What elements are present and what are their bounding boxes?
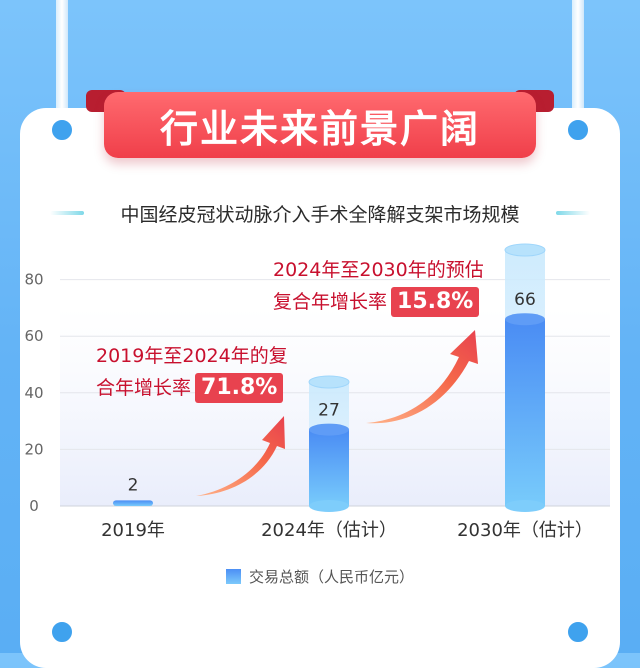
- y-tick-label: 80: [24, 271, 43, 289]
- x-tick-label: 2019年: [101, 520, 165, 541]
- bar-cap: [309, 423, 349, 436]
- ring-top-right-icon: [565, 117, 591, 143]
- cagr-badge-1: 71.8%: [195, 373, 284, 403]
- hanger-right: [572, 0, 584, 120]
- x-tick-label: 2024年（估计）: [261, 520, 397, 541]
- cagr-callout-2-line1: 2024年至2030年的预估: [273, 259, 484, 281]
- y-tick-label: 20: [24, 440, 43, 458]
- growth-arrow-1-icon: [196, 416, 285, 496]
- y-tick-label: 60: [24, 327, 43, 345]
- bar: [309, 429, 349, 506]
- ring-bottom-left-icon: [49, 619, 75, 645]
- chart-title: 中国经皮冠状动脉介入手术全降解支架市场规模: [120, 204, 520, 226]
- hanger-left: [56, 0, 68, 120]
- cagr-callout-1-line1: 2019年至2024年的复: [96, 345, 288, 367]
- x-tick-label: 2030年（估计）: [457, 520, 593, 541]
- cagr-callout-1: 2019年至2024年的复 合年增长率 71.8%: [96, 340, 288, 404]
- bar-chart: 0 20 40 60 80 2 2019年 27 2024年（估计） 66 2030年（估计）: [24, 243, 610, 541]
- ring-top-left-icon: [49, 117, 75, 143]
- bar-tube-top: [504, 243, 546, 257]
- bar-cap: [505, 313, 545, 326]
- bar-value-label: 27: [318, 401, 340, 421]
- bar: [505, 319, 545, 506]
- growth-arrow-2-icon: [366, 330, 478, 424]
- legend-swatch: [225, 569, 241, 584]
- chart-legend: 交易总额（人民币亿元）: [0, 566, 640, 587]
- bar-base: [309, 500, 349, 512]
- bar-value-label: 2: [128, 475, 139, 495]
- bar: [113, 500, 153, 506]
- cagr-callout-2-line2: 复合年增长率: [273, 291, 388, 313]
- title-banner: 行业未来前景广阔: [104, 92, 536, 158]
- subtitle-line-left: [50, 211, 84, 215]
- bar-tube-top: [308, 375, 350, 389]
- bar-value-label: 66: [514, 290, 536, 310]
- y-tick-label: 40: [24, 384, 43, 402]
- ring-bottom-right-icon: [565, 619, 591, 645]
- cagr-badge-2: 15.8%: [391, 287, 480, 317]
- y-tick-label: 0: [29, 497, 39, 515]
- cagr-callout-2: 2024年至2030年的预估 复合年增长率 15.8%: [273, 254, 484, 318]
- cagr-callout-1-line2: 合年增长率: [96, 377, 192, 399]
- legend-label: 交易总额（人民币亿元）: [248, 568, 414, 586]
- banner-title: 行业未来前景广阔: [159, 106, 480, 151]
- bar-base: [505, 500, 545, 512]
- subtitle-line-right: [556, 211, 590, 215]
